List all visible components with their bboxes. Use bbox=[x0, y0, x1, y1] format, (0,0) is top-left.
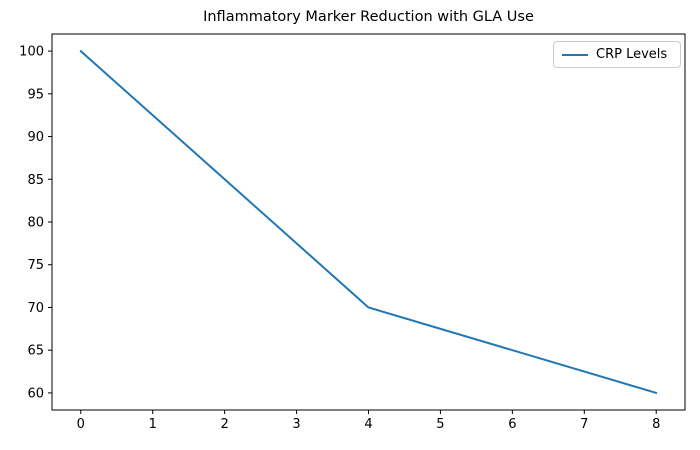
y-tick-label: 75 bbox=[27, 258, 44, 273]
y-tick-label: 85 bbox=[27, 173, 44, 188]
y-tick-label: 80 bbox=[27, 216, 44, 231]
legend: CRP Levels bbox=[553, 41, 681, 68]
y-tick-label: 60 bbox=[27, 386, 44, 401]
x-tick-label: 7 bbox=[580, 417, 588, 432]
y-tick-label: 90 bbox=[27, 130, 44, 145]
x-tick-label: 2 bbox=[220, 417, 228, 432]
legend-line-sample bbox=[562, 53, 588, 56]
chart-title: Inflammatory Marker Reduction with GLA U… bbox=[203, 9, 534, 25]
x-tick-label: 0 bbox=[77, 417, 85, 432]
x-tick-label: 8 bbox=[652, 417, 660, 432]
y-tick-label: 95 bbox=[27, 87, 44, 102]
y-tick-label: 65 bbox=[27, 344, 44, 359]
x-tick-label: 1 bbox=[149, 417, 157, 432]
y-tick-label: 70 bbox=[27, 301, 44, 316]
x-tick-label: 6 bbox=[508, 417, 516, 432]
x-tick-label: 4 bbox=[364, 417, 372, 432]
axes-frame bbox=[51, 33, 686, 411]
x-tick-label: 5 bbox=[436, 417, 444, 432]
x-tick-label: 3 bbox=[292, 417, 300, 432]
legend-label: CRP Levels bbox=[596, 47, 668, 62]
series-line-crp-levels bbox=[79, 50, 658, 394]
y-tick-label: 100 bbox=[19, 45, 44, 60]
